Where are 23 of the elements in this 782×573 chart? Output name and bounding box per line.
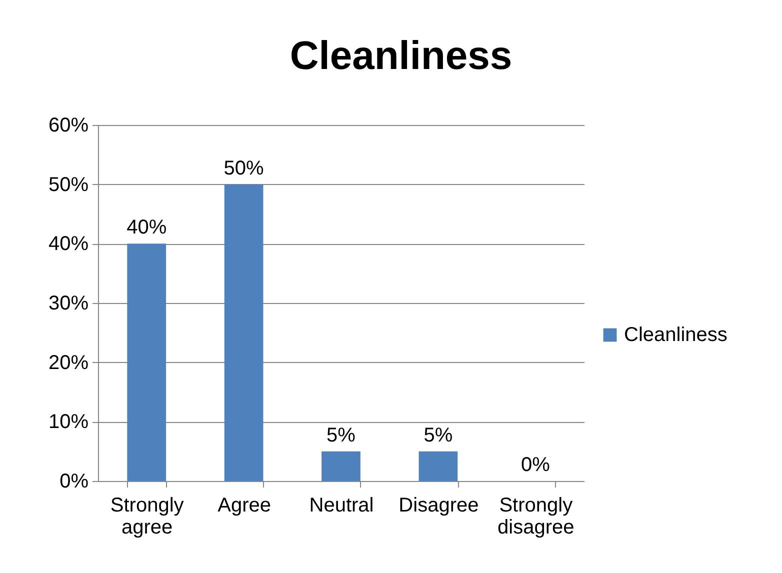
legend-label: Cleanliness [624, 324, 728, 346]
bar [127, 244, 166, 481]
y-tick-label: 40% [48, 233, 89, 256]
bar [322, 451, 360, 481]
data-label: 0% [520, 454, 550, 476]
x-tick-label: Strongly agree [110, 494, 184, 538]
x-tick-label: Strongly disagree [498, 494, 574, 538]
x-tick-label: Disagree [398, 494, 479, 516]
bar [418, 451, 458, 481]
y-tick-label: 10% [48, 411, 89, 434]
x-tick-label: Neutral [309, 494, 374, 516]
y-tick-label: 0% [60, 470, 89, 492]
data-label: 5% [326, 424, 356, 446]
data-label: 5% [424, 424, 453, 446]
y-tick-label: 50% [48, 174, 89, 196]
data-label: 40% [126, 216, 167, 239]
bar [224, 184, 264, 481]
y-tick-label: 60% [48, 114, 89, 136]
data-label: 50% [224, 157, 264, 180]
y-tick-label: 20% [48, 352, 89, 374]
x-tick-label: Agree [218, 494, 271, 516]
chart-title: Cleanliness [290, 34, 512, 78]
y-tick-label: 30% [48, 292, 89, 314]
